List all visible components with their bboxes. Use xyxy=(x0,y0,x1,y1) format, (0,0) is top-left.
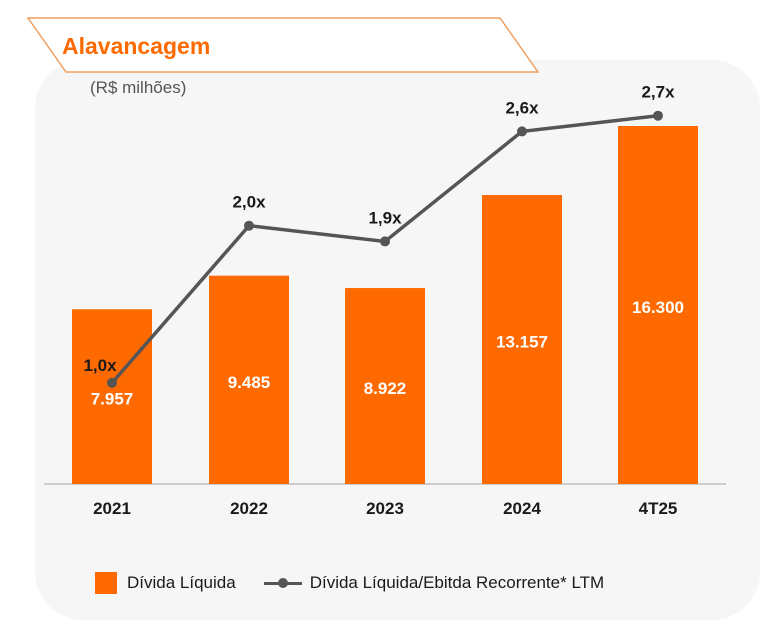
bar-value-label-2021: 7.957 xyxy=(91,390,134,409)
leverage-label-2021: 1,0x xyxy=(83,356,117,375)
chart-subtitle: (R$ milhões) xyxy=(90,78,187,97)
leverage-label-4T25: 2,7x xyxy=(641,83,675,102)
legend-bar-label: Dívida Líquida xyxy=(127,573,236,592)
chart-title: Alavancagem xyxy=(62,33,211,59)
title-banner xyxy=(26,17,540,73)
x-tick-label-2023: 2023 xyxy=(366,499,404,518)
bar-4T25 xyxy=(618,126,698,484)
legend-line-swatch xyxy=(263,573,302,593)
legend-line-label: Dívida Líquida/Ebitda Recorrente* LTM xyxy=(309,573,605,592)
x-tick-label-2021: 2021 xyxy=(93,499,131,518)
leverage-label-2022: 2,0x xyxy=(232,193,266,212)
bar-value-label-4T25: 16.300 xyxy=(632,298,684,317)
leverage-point-4T25 xyxy=(653,110,663,121)
bar-2024 xyxy=(482,195,562,484)
bar-2021 xyxy=(72,309,152,484)
leverage-point-2022 xyxy=(244,220,254,231)
leverage-point-2023 xyxy=(380,236,390,247)
bar-value-label-2022: 9.485 xyxy=(228,373,271,392)
x-tick-label-2024: 2024 xyxy=(503,499,541,518)
leverage-label-2023: 1,9x xyxy=(368,208,402,227)
legend: Dívida Líquida Dívida Líquida/Ebitda Rec… xyxy=(95,572,604,594)
leverage-point-2021 xyxy=(107,377,117,388)
bar-value-label-2023: 8.922 xyxy=(364,379,407,398)
leverage-point-2024 xyxy=(517,126,527,137)
bar-2022 xyxy=(209,275,289,484)
bar-2023 xyxy=(345,288,425,484)
bar-value-label-2024: 13.157 xyxy=(496,333,548,352)
x-tick-label-4T25: 4T25 xyxy=(639,499,678,518)
leverage-label-2024: 2,6x xyxy=(505,98,539,117)
legend-bar-swatch xyxy=(95,572,117,594)
x-tick-label-2022: 2022 xyxy=(230,499,268,518)
